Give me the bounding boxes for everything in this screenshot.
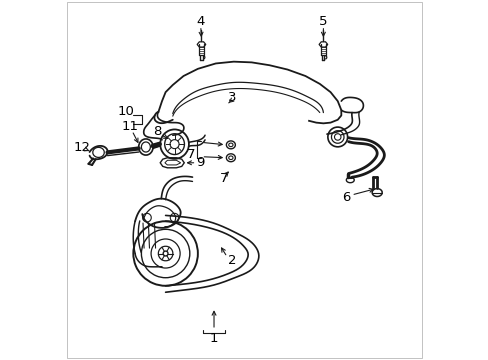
Text: 10: 10: [118, 105, 134, 118]
Text: 11: 11: [122, 121, 139, 134]
Text: 2: 2: [227, 254, 236, 267]
Polygon shape: [319, 42, 327, 47]
Text: 7: 7: [219, 172, 227, 185]
Text: 7: 7: [187, 148, 195, 161]
Text: 4: 4: [196, 15, 204, 28]
Text: 12: 12: [74, 141, 91, 154]
Text: 9: 9: [196, 156, 204, 169]
Polygon shape: [197, 42, 205, 47]
Text: 8: 8: [153, 125, 162, 138]
Text: 5: 5: [319, 15, 327, 28]
Text: 6: 6: [342, 192, 350, 204]
Text: 1: 1: [209, 332, 218, 345]
Text: 3: 3: [227, 91, 236, 104]
